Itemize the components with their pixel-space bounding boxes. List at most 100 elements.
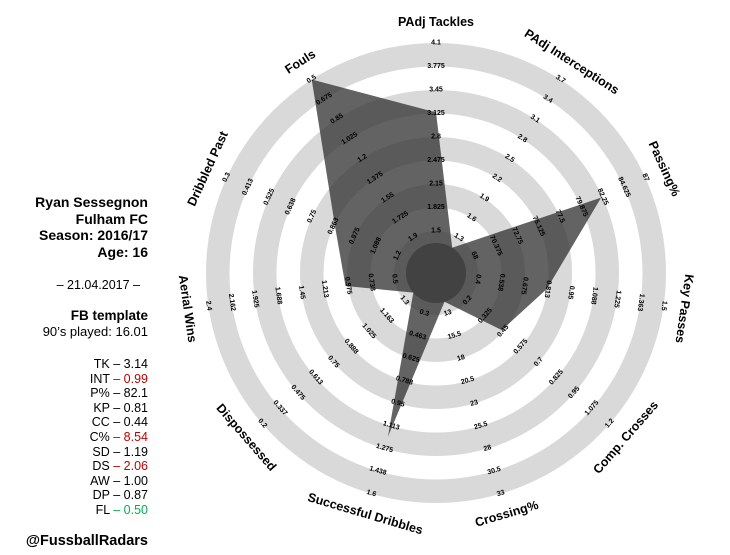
axis-tick-label: 0.4 [473,274,481,285]
axis-tick-label: 1.2 [604,418,616,430]
axis-tick-label: 68 [469,251,479,261]
stat-value: – 0.99 [113,371,148,386]
axis-tick-label: 2.5 [504,153,516,164]
axis-tick-label: 1.3 [453,232,465,243]
axis-tick-label: 1.213 [320,280,329,298]
stat-label: AW [90,473,114,488]
axis-tick-label: 1.5 [660,300,668,311]
axis-name-label: Crossing% [473,498,540,530]
stat-label: KP [93,400,114,415]
stat-label: TK [93,357,114,371]
axis-tick-label: 28 [483,444,493,453]
axis-tick-label: 1.088 [589,287,598,305]
axis-tick-label: 0.2 [256,418,268,430]
axis-name-label: Key Passes [673,273,697,344]
axis-tick-label: 0.7 [533,356,545,368]
axis-tick-label: 1.363 [636,293,645,311]
axis-tick-label: 0.463 [408,330,427,342]
axis-tick-label: 0.975 [343,277,352,295]
stat-row-fl: FL – 0.50 [0,503,148,518]
stat-label: DS [92,459,114,474]
player-polygon [311,79,602,437]
stat-value: – 2.06 [113,459,148,474]
stat-value: – 8.54 [113,429,148,444]
axis-tick-label: 2.8 [431,134,441,141]
axis-tick-label: 3.45 [429,87,443,94]
player-age: Age: 16 [97,243,148,260]
axis-tick-label: 23 [470,399,480,408]
axis-tick-label: 1.6 [465,212,477,223]
axis-tick-label: 1.825 [427,204,445,211]
stat-value: – 82.1 [113,386,148,401]
axis-tick-label: 1.275 [375,443,394,455]
stat-row-ds: DS – 2.06 [0,459,148,474]
axis-tick-label: 2.475 [427,157,445,164]
stat-label: P% [90,386,114,401]
axis-tick-label: 0.5 [306,74,318,85]
axis-tick-label: 0.625 [402,353,421,365]
axis-tick-label: 0.5 [390,274,398,285]
player-identity: Ryan Sessegnon Fulham FC Season: 2016/17… [0,194,148,260]
stat-value: – 3.14 [113,357,148,371]
axis-tick-label: 30.5 [487,466,502,477]
axis-tick-label: 1.2 [393,250,403,262]
axis-name-label: Fouls [282,47,318,77]
axis-name-label: Aerial Wins [176,274,200,343]
chart-date: – 21.04.2017 – [56,278,140,292]
stat-value: – 0.87 [113,488,148,503]
axis-tick-label: 0.3 [222,172,232,184]
stat-row-kp: KP – 0.81 [0,401,148,416]
axis-tick-label: 0.675 [519,277,528,295]
template-label: FB template [70,308,148,323]
axis-tick-label: 0.788 [395,375,414,387]
axis-tick-label: 15.5 [447,330,462,341]
axis-tick-label: 33 [496,489,506,498]
axis-tick-label: 18 [456,354,466,363]
stat-row-p: P% – 82.1 [0,386,148,401]
axis-tick-label: 1.225 [612,290,621,308]
stat-value: – 1.19 [113,444,148,459]
stat-row-c: C% – 8.54 [0,430,148,445]
stat-row-dp: DP – 0.87 [0,488,148,503]
axis-tick-label: 87 [640,173,650,183]
axis-tick-label: 25.5 [473,421,488,432]
axis-tick-label: 0.95 [390,398,405,409]
player-info-panel: Ryan Sessegnon Fulham FC Season: 2016/17… [0,0,152,555]
stat-row-aw: AW – 1.00 [0,474,148,489]
stat-label: CC [91,415,114,430]
axis-tick-label: 1.45 [297,285,306,300]
axis-tick-label: 1.438 [368,465,387,477]
axis-tick-label: 0.2 [462,294,474,306]
axis-tick-label: 3.775 [427,63,445,70]
axis-tick-label: 0.538 [496,273,505,291]
axis-name-label: PAdj Tackles [398,15,474,29]
axis-tick-label: 2.15 [429,181,443,188]
axis-tick-label: 1.2 [357,153,369,164]
axis-tick-label: 0.738 [366,273,375,291]
stat-row-cc: CC – 0.44 [0,415,148,430]
axis-tick-label: 3.7 [554,74,566,85]
axis-tick-label: 1.9 [407,232,419,243]
axis-name-label: Passing% [646,139,683,199]
stat-label: INT [89,371,114,386]
axis-tick-label: 1.3 [398,295,410,307]
stat-value: – 1.00 [113,473,148,488]
player-club: Fulham FC [75,210,148,227]
stat-label: C% [89,429,114,444]
nineties-played: 90’s played: 16.01 [42,324,148,339]
axis-tick-label: 4.1 [431,40,441,47]
stat-value: – 0.44 [113,415,148,430]
stat-label: DP [92,488,114,503]
axis-tick-label: 0.3 [419,309,430,318]
stat-list: TK – 3.14 INT – 0.99 P% – 82.1 KP – 0.81 CC … [0,357,148,518]
axis-tick-label: 3.4 [542,94,554,105]
axis-tick-label: 1.9 [478,193,490,204]
axis-tick-label: 1.925 [250,290,259,308]
axis-tick-label: 0.813 [543,280,552,298]
axis-tick-label: 20.5 [460,376,475,387]
stat-value: – 0.81 [113,400,148,415]
axis-tick-label: 2.162 [227,293,236,311]
axis-tick-label: 0.95 [566,285,575,300]
axis-tick-label: 1.688 [273,287,282,305]
